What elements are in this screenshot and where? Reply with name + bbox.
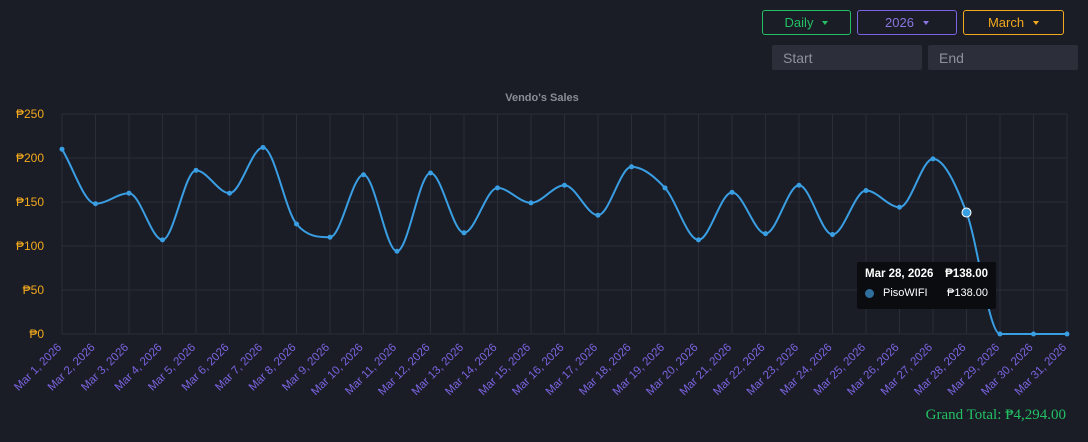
y-tick-label: ₱100 bbox=[16, 239, 44, 253]
data-point bbox=[495, 185, 500, 191]
data-point bbox=[930, 156, 936, 162]
active-data-point bbox=[961, 207, 972, 218]
data-point bbox=[294, 221, 299, 227]
tooltip-series-name: PisoWIFI bbox=[883, 287, 928, 299]
chart-tooltip: Mar 28, 2026 ₱138.00 PisoWIFI ₱138.00 bbox=[857, 262, 996, 309]
date-range bbox=[772, 45, 1078, 70]
filter-controls: Daily 2026 March bbox=[762, 10, 1064, 35]
data-point bbox=[528, 200, 534, 206]
data-point bbox=[361, 172, 366, 178]
chart-title: Vendo's Sales bbox=[505, 92, 579, 104]
data-point bbox=[562, 182, 567, 188]
start-date-input[interactable] bbox=[772, 45, 922, 70]
data-point bbox=[59, 146, 65, 152]
y-tick-label: ₱250 bbox=[16, 107, 44, 121]
data-point bbox=[595, 212, 601, 218]
data-point bbox=[193, 167, 199, 173]
year-dropdown[interactable]: 2026 bbox=[857, 10, 957, 35]
y-tick-label: ₱50 bbox=[23, 283, 45, 297]
period-dropdown[interactable]: Daily bbox=[762, 10, 851, 35]
grand-total: Grand Total: ₱4,294.00 bbox=[925, 407, 1066, 423]
y-tick-label: ₱150 bbox=[16, 195, 44, 209]
y-tick-label: ₱0 bbox=[29, 327, 44, 341]
data-point bbox=[1064, 331, 1070, 337]
tooltip-total: ₱138.00 bbox=[945, 268, 988, 280]
data-point bbox=[461, 230, 467, 236]
month-dropdown[interactable]: March bbox=[963, 10, 1064, 35]
data-point bbox=[160, 237, 165, 243]
data-point bbox=[93, 201, 98, 207]
year-dropdown-label: 2026 bbox=[885, 15, 914, 30]
data-point bbox=[997, 331, 1003, 337]
series-marker-icon bbox=[865, 288, 874, 298]
caret-down-icon bbox=[922, 20, 929, 25]
data-point bbox=[227, 190, 232, 196]
data-point bbox=[126, 190, 132, 196]
month-dropdown-label: March bbox=[987, 15, 1025, 30]
data-point bbox=[796, 182, 802, 188]
caret-down-icon bbox=[822, 20, 829, 25]
period-dropdown-label: Daily bbox=[784, 15, 814, 30]
y-tick-label: ₱200 bbox=[16, 151, 44, 165]
data-point bbox=[830, 232, 835, 238]
data-point bbox=[696, 237, 701, 243]
data-point bbox=[897, 204, 902, 210]
data-point bbox=[428, 170, 433, 176]
tooltip-value: ₱138.00 bbox=[947, 287, 988, 299]
data-point bbox=[394, 248, 400, 254]
data-point bbox=[260, 144, 266, 150]
data-point bbox=[662, 185, 668, 191]
data-point bbox=[629, 164, 634, 170]
caret-down-icon bbox=[1033, 20, 1040, 25]
data-point bbox=[729, 189, 735, 195]
data-point bbox=[863, 188, 869, 194]
data-point bbox=[1031, 331, 1036, 337]
tooltip-date: Mar 28, 2026 bbox=[865, 268, 934, 280]
end-date-input[interactable] bbox=[928, 45, 1078, 70]
data-point bbox=[763, 231, 768, 237]
data-point bbox=[327, 234, 333, 240]
